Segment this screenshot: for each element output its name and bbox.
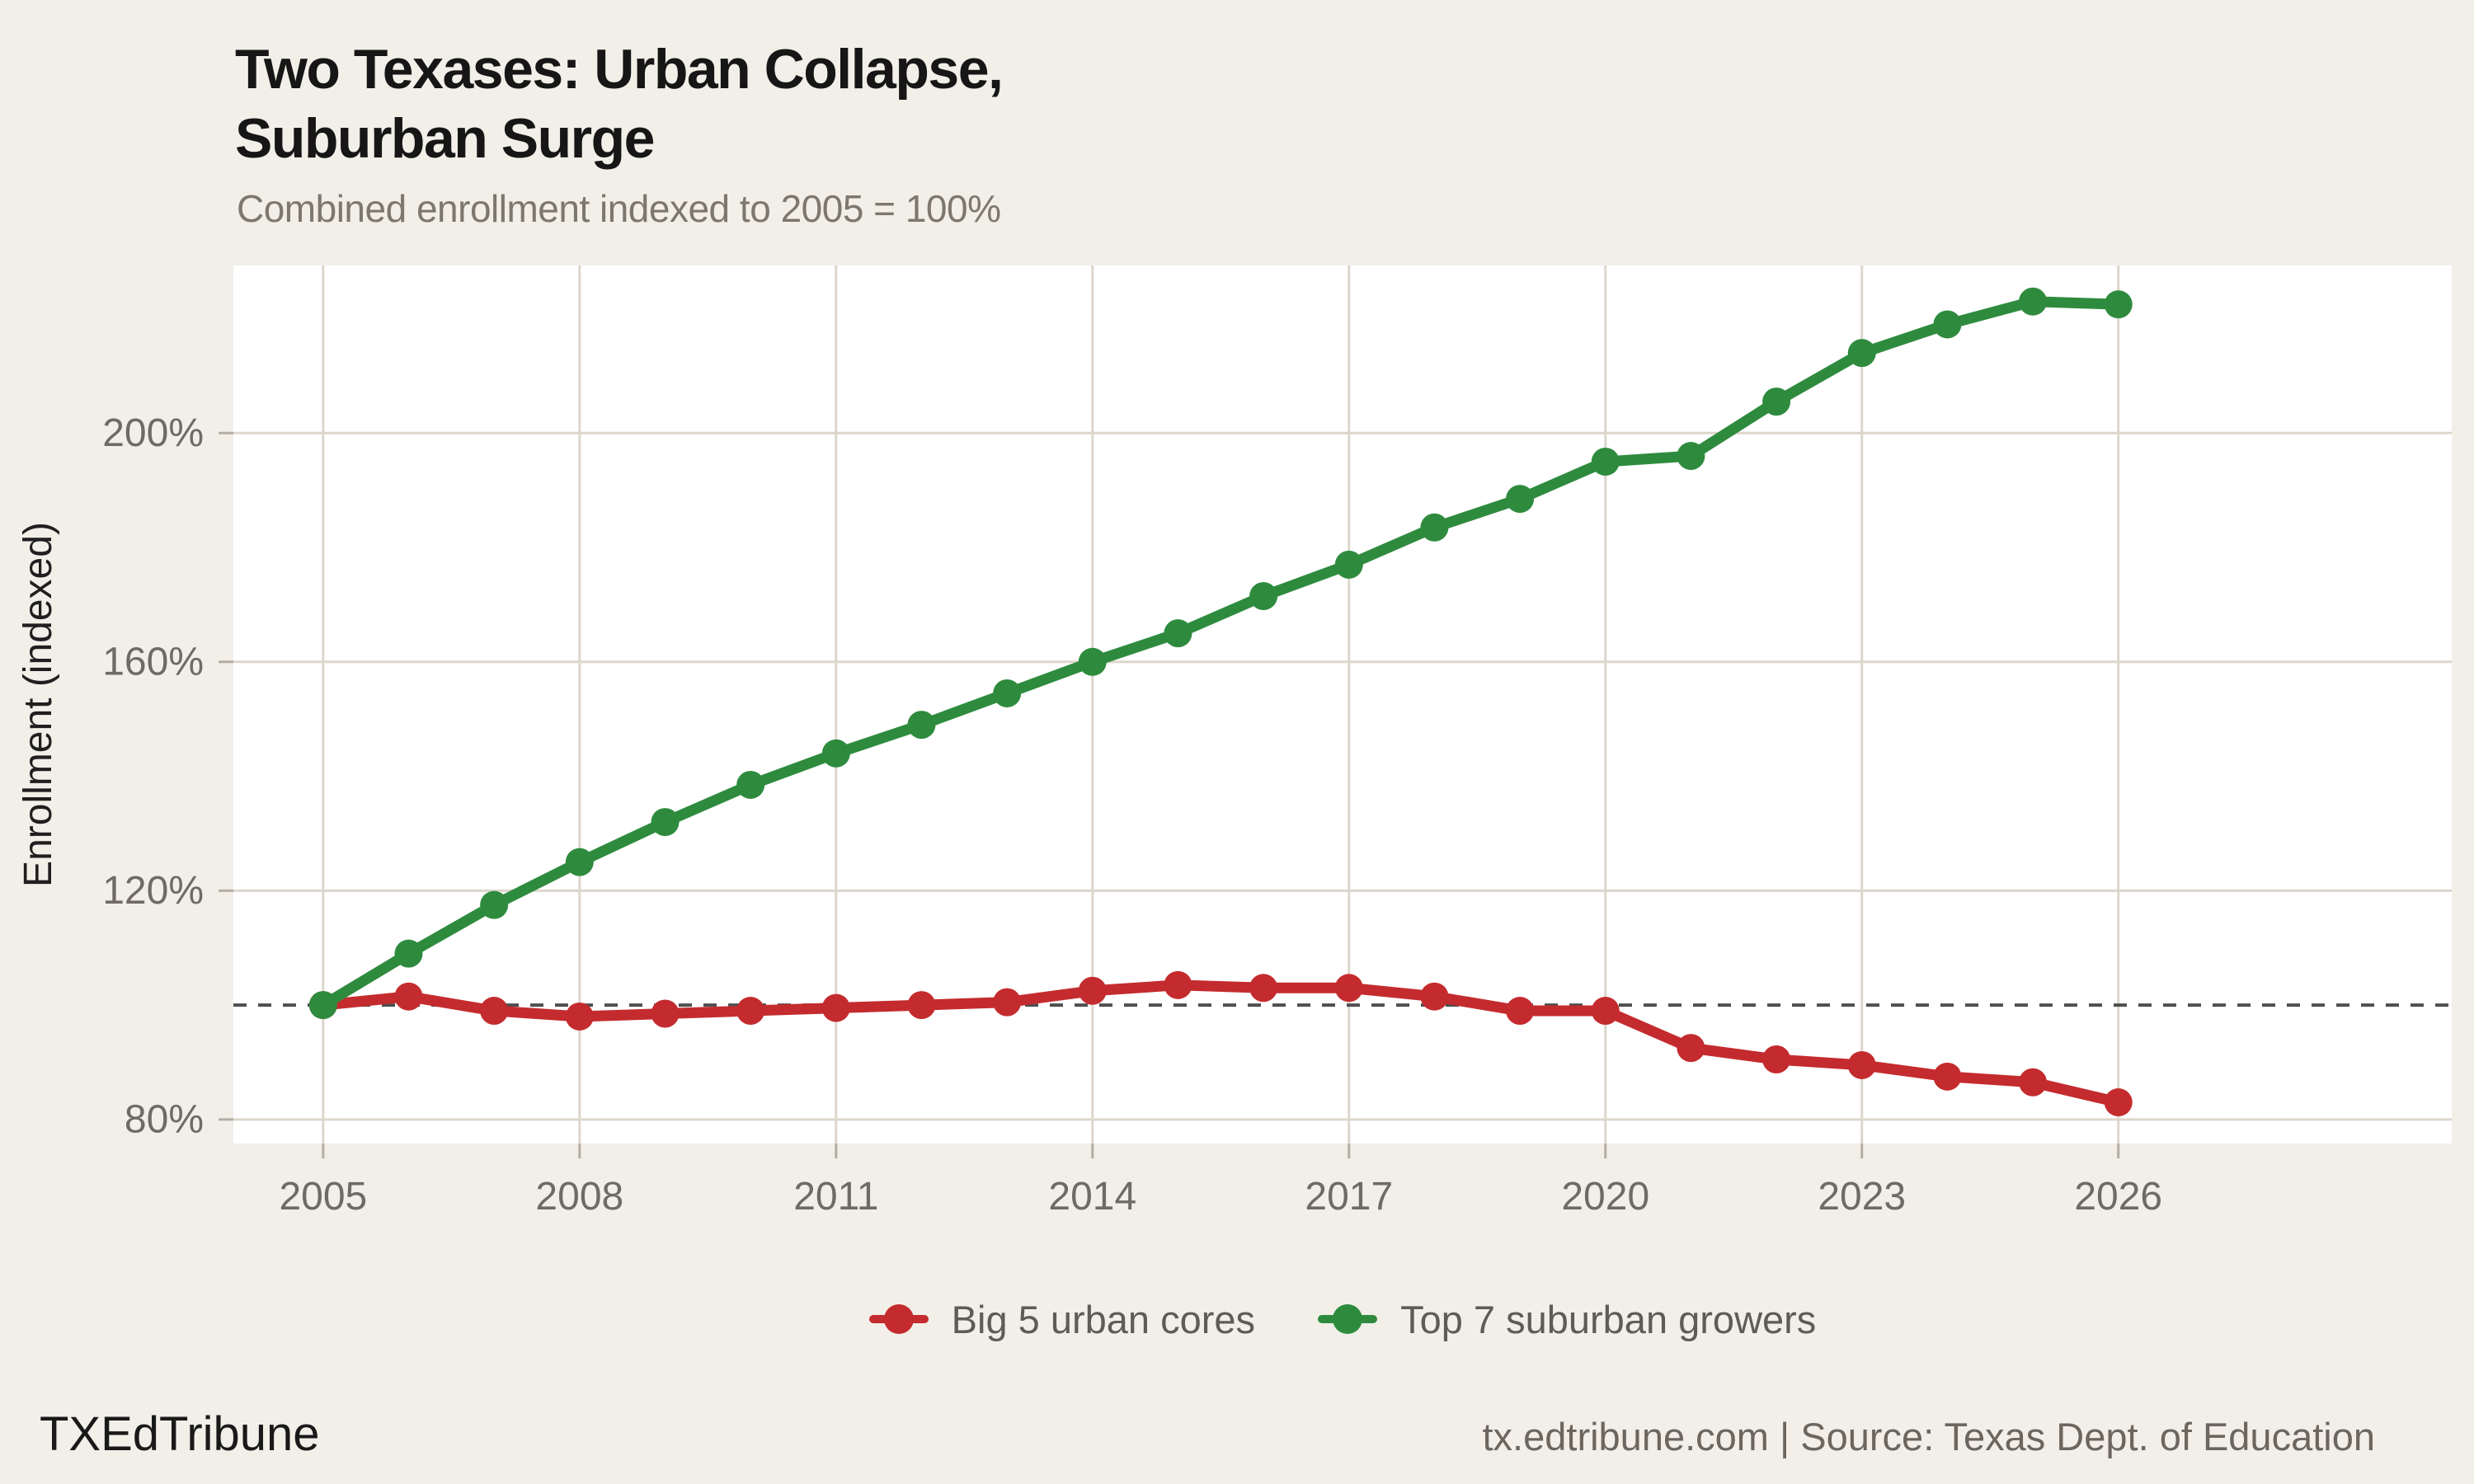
x-tick-label: 2014 (1048, 1175, 1136, 1219)
data-point-big-5-urban-cores (1847, 1050, 1876, 1079)
data-point-big-5-urban-cores (480, 997, 509, 1026)
data-point-big-5-urban-cores (1249, 974, 1278, 1003)
chart-header: Two Texases: Urban Collapse, Suburban Sur… (235, 35, 1004, 173)
data-point-top-7-suburban-growers (821, 739, 850, 768)
data-point-top-7-suburban-growers (1847, 339, 1876, 368)
data-point-top-7-suburban-growers (1078, 647, 1107, 676)
data-point-top-7-suburban-growers (2019, 287, 2048, 316)
data-point-big-5-urban-cores (1677, 1034, 1705, 1063)
data-point-big-5-urban-cores (907, 991, 936, 1020)
chart-subtitle: Combined enrollment indexed to 2005 = 10… (237, 187, 1001, 230)
chart-title-line1: Two Texases: Urban Collapse, (235, 38, 1004, 101)
data-point-top-7-suburban-growers (1506, 485, 1535, 514)
data-point-big-5-urban-cores (394, 982, 423, 1011)
y-axis-title: Enrollment (indexed) (16, 522, 60, 887)
data-point-big-5-urban-cores (2104, 1088, 2133, 1117)
data-point-big-5-urban-cores (821, 993, 850, 1022)
source-line: tx.edtribune.com | Source: Texas Dept. o… (1482, 1415, 2376, 1458)
data-point-big-5-urban-cores (1591, 997, 1620, 1026)
data-point-top-7-suburban-growers (736, 770, 765, 799)
series-line-top-7-suburban-growers (317, 296, 2124, 1011)
y-tick-label: 120% (102, 869, 204, 913)
y-tick-label: 200% (102, 411, 204, 455)
legend: Big 5 urban cores Top 7 suburban growers (233, 1293, 2452, 1345)
data-point-top-7-suburban-growers (480, 890, 509, 919)
data-point-top-7-suburban-growers (907, 711, 936, 740)
data-point-big-5-urban-cores (1420, 982, 1449, 1011)
x-tick-label: 2011 (793, 1175, 878, 1219)
x-tick-label: 2008 (535, 1175, 623, 1219)
data-point-top-7-suburban-growers (2104, 290, 2133, 319)
data-point-top-7-suburban-growers (1164, 619, 1192, 648)
data-point-big-5-urban-cores (1762, 1045, 1791, 1074)
x-tick-label: 2023 (1818, 1175, 1906, 1219)
legend-key-urban-icon (868, 1315, 929, 1323)
data-point-top-7-suburban-growers (651, 808, 680, 837)
brand: TXEdTribune (40, 1407, 320, 1461)
data-point-top-7-suburban-growers (1420, 513, 1449, 542)
data-point-top-7-suburban-growers (308, 991, 337, 1020)
data-point-top-7-suburban-growers (565, 848, 594, 876)
legend-key-suburban-icon (1318, 1315, 1378, 1323)
x-tick-label: 2026 (2074, 1175, 2162, 1219)
y-tick-label: 160% (102, 640, 204, 683)
data-point-big-5-urban-cores (651, 999, 680, 1028)
x-tick-label: 2017 (1305, 1175, 1393, 1219)
data-point-big-5-urban-cores (736, 997, 765, 1026)
data-point-big-5-urban-cores (1334, 974, 1363, 1003)
data-point-big-5-urban-cores (993, 988, 1022, 1017)
series-line-big-5-urban-cores (317, 979, 2124, 1108)
data-point-big-5-urban-cores (1506, 997, 1535, 1026)
data-point-top-7-suburban-growers (1762, 387, 1791, 416)
data-point-top-7-suburban-growers (1249, 582, 1278, 611)
data-point-top-7-suburban-growers (394, 939, 423, 968)
data-point-big-5-urban-cores (1933, 1062, 1962, 1091)
data-point-top-7-suburban-growers (1933, 310, 1962, 339)
legend-label-suburban: Top 7 suburban growers (1400, 1297, 1817, 1341)
data-point-big-5-urban-cores (2019, 1068, 2048, 1097)
data-point-top-7-suburban-growers (993, 679, 1022, 707)
chart-title-line2: Suburban Surge (235, 107, 655, 170)
x-tick-label: 2005 (279, 1175, 367, 1219)
data-point-top-7-suburban-growers (1591, 447, 1620, 476)
legend-item-suburban: Top 7 suburban growers (1318, 1297, 1816, 1342)
data-point-big-5-urban-cores (565, 1002, 594, 1031)
data-point-top-7-suburban-growers (1677, 442, 1705, 471)
chart-title: Two Texases: Urban Collapse, Suburban Sur… (235, 35, 1004, 173)
y-tick-label: 80% (125, 1097, 204, 1141)
legend-item-urban: Big 5 urban cores (868, 1297, 1256, 1342)
data-point-big-5-urban-cores (1164, 970, 1192, 999)
data-point-top-7-suburban-growers (1334, 550, 1363, 579)
legend-label-urban: Big 5 urban cores (951, 1297, 1256, 1341)
x-tick-label: 2020 (1561, 1175, 1649, 1219)
footer: TXEdTribune tx.edtribune.com | Source: T… (40, 1407, 2375, 1462)
data-point-big-5-urban-cores (1078, 976, 1107, 1005)
